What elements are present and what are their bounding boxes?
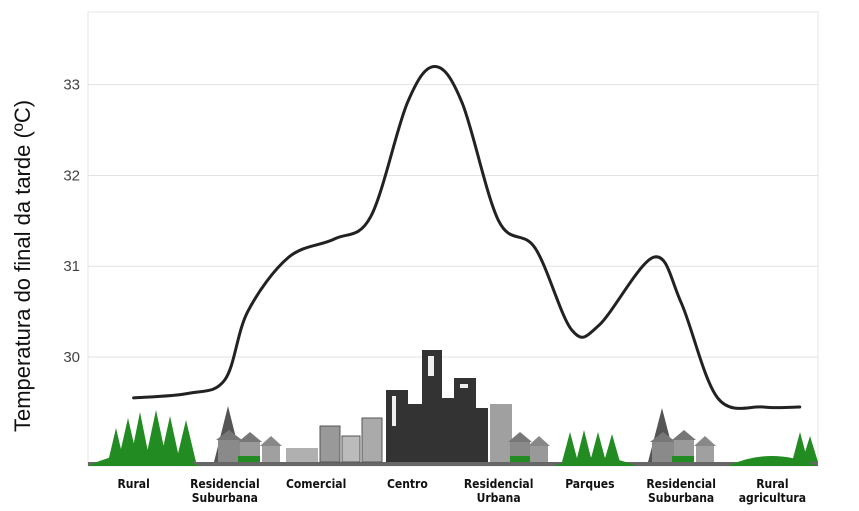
suburban-houses-illustration-2 <box>648 408 716 462</box>
x-category-label: Parques <box>565 477 614 491</box>
downtown-skyscrapers-illustration <box>386 350 488 462</box>
landscape-illustration <box>88 350 818 466</box>
rural-agriculture-illustration <box>728 432 818 466</box>
x-category-label: Centro <box>387 477 428 491</box>
x-category-label: Rural agricultura <box>739 477 806 505</box>
x-category-labels: Rural Residencial Suburbana Comercial Centro… <box>117 477 806 505</box>
urban-residential-illustration <box>490 404 550 462</box>
commercial-buildings-illustration <box>286 417 383 463</box>
x-category-label: Residencial Urbana <box>464 477 534 505</box>
plot-frame <box>87 11 819 467</box>
y-tick-label: 31 <box>63 258 80 275</box>
x-category-label: Residencial Suburbana <box>190 477 260 505</box>
y-tick-label: 33 <box>63 77 80 94</box>
x-category-label: Residencial Suburbana <box>646 477 716 505</box>
gridlines <box>88 84 818 358</box>
temperature-line <box>132 64 802 410</box>
park-trees-illustration <box>554 430 636 466</box>
rural-trees-illustration <box>88 410 200 466</box>
y-tick-label: 30 <box>63 349 80 366</box>
ground-line <box>88 462 818 466</box>
y-axis-label: Temperatura do final da tarde (ºC) <box>10 100 35 432</box>
x-category-label: Comercial <box>286 477 346 491</box>
y-tick-label: 32 <box>63 167 80 184</box>
y-tick-labels: 30 31 32 33 <box>63 77 80 366</box>
suburban-houses-illustration <box>214 406 282 462</box>
x-category-label: Rural <box>117 477 149 491</box>
